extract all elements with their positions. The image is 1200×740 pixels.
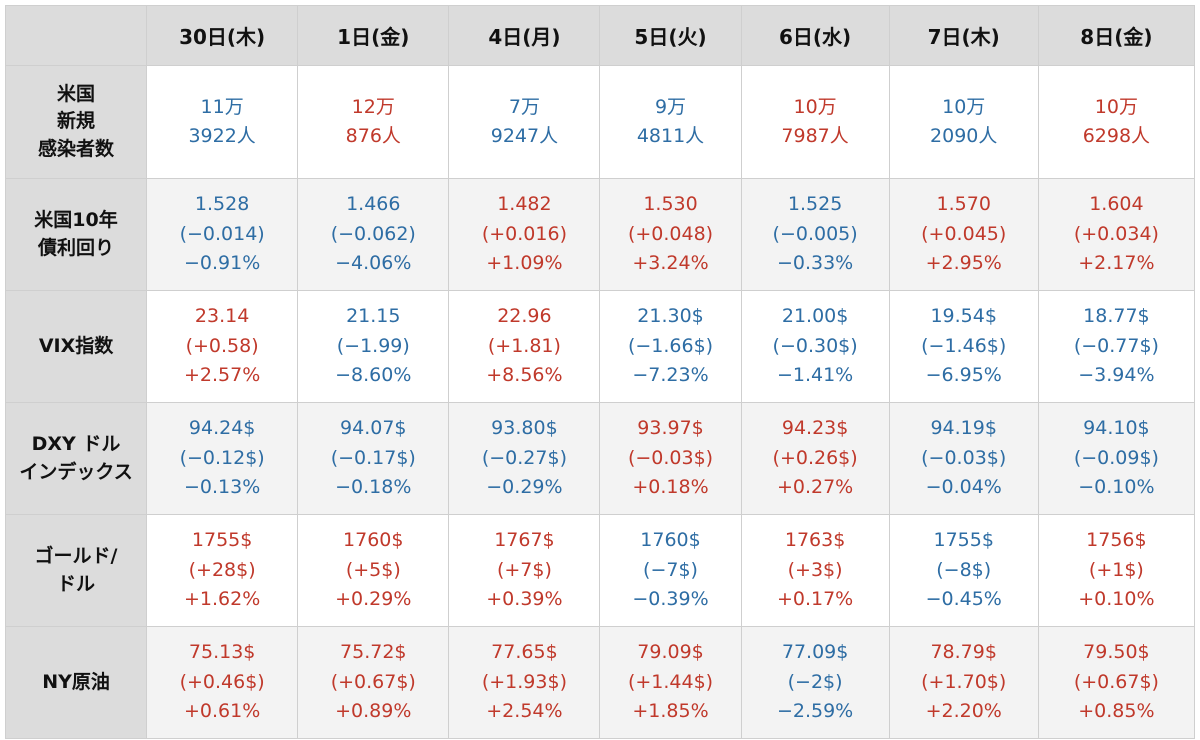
value-cell: 1.570 (+0.045) +2.95% — [888, 178, 1039, 291]
corner-cell — [4, 5, 148, 66]
column-header: 4日(月) — [448, 5, 601, 66]
column-header: 6日(水) — [740, 5, 890, 66]
value-cell: 79.50$ (+0.67$) +0.85% — [1037, 626, 1196, 739]
row-label: 米国 新規 感染者数 — [4, 65, 148, 179]
value-cell: 11万 3922人 — [146, 65, 299, 179]
value-cell: 94.19$ (−0.03$) −0.04% — [888, 402, 1039, 515]
value-cell: 12万 876人 — [297, 65, 450, 179]
row-label: 米国10年 債利回り — [4, 178, 148, 291]
value-cell: 1755$ (+28$) +1.62% — [146, 514, 299, 627]
row-label: DXY ドル インデックス — [4, 402, 148, 515]
value-cell: 1.525 (−0.005) −0.33% — [740, 178, 890, 291]
table-row: ゴールド/ ドル 1755$ (+28$) +1.62% 1760$ (+5$) +… — [4, 514, 1196, 627]
value-cell: 19.54$ (−1.46$) −6.95% — [888, 290, 1039, 403]
value-cell: 10万 2090人 — [888, 65, 1039, 179]
value-cell: 1.528 (−0.014) −0.91% — [146, 178, 299, 291]
value-cell: 10万 7987人 — [740, 65, 890, 179]
value-cell: 94.10$ (−0.09$) −0.10% — [1037, 402, 1196, 515]
value-cell: 21.30$ (−1.66$) −7.23% — [599, 290, 742, 403]
table-row: 米国10年 債利回り 1.528 (−0.014) −0.91% 1.466 (−0… — [4, 178, 1196, 291]
value-cell: 1760$ (−7$) −0.39% — [599, 514, 742, 627]
value-cell: 1760$ (+5$) +0.29% — [297, 514, 450, 627]
value-cell: 1756$ (+1$) +0.10% — [1037, 514, 1196, 627]
value-cell: 1767$ (+7$) +0.39% — [448, 514, 601, 627]
value-cell: 1.604 (+0.034) +2.17% — [1037, 178, 1196, 291]
column-header: 7日(木) — [888, 5, 1039, 66]
value-cell: 75.13$ (+0.46$) +0.61% — [146, 626, 299, 739]
value-cell: 22.96 (+1.81) +8.56% — [448, 290, 601, 403]
market-table: 30日(木) 1日(金) 4日(月) 5日(火) 6日(水) 7日(木) 8日(… — [4, 5, 1196, 739]
table-row: DXY ドル インデックス 94.24$ (−0.12$) −0.13% 94.07… — [4, 402, 1196, 515]
value-cell: 7万 9247人 — [448, 65, 601, 179]
row-label: ゴールド/ ドル — [4, 514, 148, 627]
value-cell: 77.65$ (+1.93$) +2.54% — [448, 626, 601, 739]
value-cell: 93.97$ (−0.03$) +0.18% — [599, 402, 742, 515]
value-cell: 21.00$ (−0.30$) −1.41% — [740, 290, 890, 403]
value-cell: 77.09$ (−2$) −2.59% — [740, 626, 890, 739]
value-cell: 75.72$ (+0.67$) +0.89% — [297, 626, 450, 739]
value-cell: 79.09$ (+1.44$) +1.85% — [599, 626, 742, 739]
value-cell: 10万 6298人 — [1037, 65, 1196, 179]
value-cell: 1763$ (+3$) +0.17% — [740, 514, 890, 627]
table-row: 米国 新規 感染者数 11万 3922人 12万 876人 7万 9247人 9万 48… — [4, 65, 1196, 179]
value-cell: 1.530 (+0.048) +3.24% — [599, 178, 742, 291]
row-label: NY原油 — [4, 626, 148, 739]
value-cell: 23.14 (+0.58) +2.57% — [146, 290, 299, 403]
table-body: 米国 新規 感染者数 11万 3922人 12万 876人 7万 9247人 9万 48… — [4, 65, 1196, 739]
value-cell: 1755$ (−8$) −0.45% — [888, 514, 1039, 627]
column-header: 1日(金) — [297, 5, 450, 66]
table-row: NY原油 75.13$ (+0.46$) +0.61% 75.72$ (+0.67$… — [4, 626, 1196, 739]
value-cell: 1.466 (−0.062) −4.06% — [297, 178, 450, 291]
value-cell: 94.24$ (−0.12$) −0.13% — [146, 402, 299, 515]
table-row: VIX指数 23.14 (+0.58) +2.57% 21.15 (−1.99) −… — [4, 290, 1196, 403]
value-cell: 94.07$ (−0.17$) −0.18% — [297, 402, 450, 515]
table-header: 30日(木) 1日(金) 4日(月) 5日(火) 6日(水) 7日(木) 8日(… — [4, 5, 1196, 66]
value-cell: 94.23$ (+0.26$) +0.27% — [740, 402, 890, 515]
header-row: 30日(木) 1日(金) 4日(月) 5日(火) 6日(水) 7日(木) 8日(… — [4, 5, 1196, 66]
column-header: 8日(金) — [1037, 5, 1196, 66]
value-cell: 1.482 (+0.016) +1.09% — [448, 178, 601, 291]
value-cell: 21.15 (−1.99) −8.60% — [297, 290, 450, 403]
column-header: 30日(木) — [146, 5, 299, 66]
row-label: VIX指数 — [4, 290, 148, 403]
value-cell: 93.80$ (−0.27$) −0.29% — [448, 402, 601, 515]
value-cell: 18.77$ (−0.77$) −3.94% — [1037, 290, 1196, 403]
value-cell: 78.79$ (+1.70$) +2.20% — [888, 626, 1039, 739]
column-header: 5日(火) — [599, 5, 742, 66]
value-cell: 9万 4811人 — [599, 65, 742, 179]
